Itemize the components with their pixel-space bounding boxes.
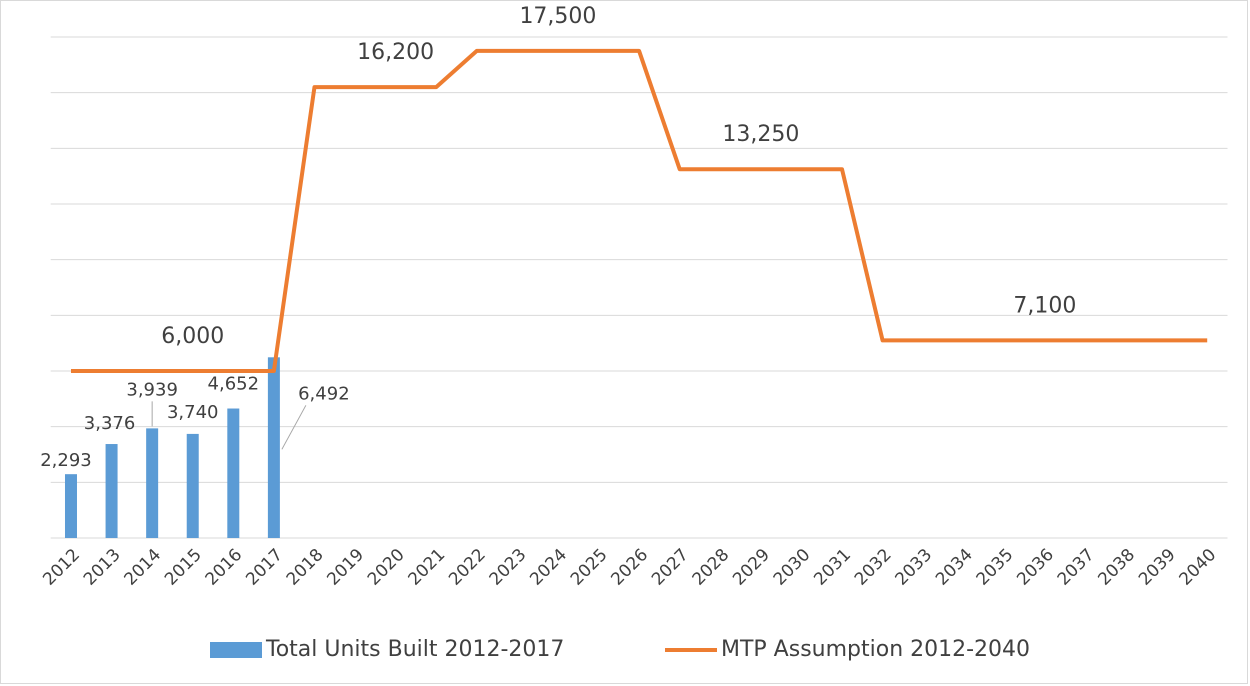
legend-label: Total Units Built 2012-2017 [265,637,564,662]
data-label: 3,376 [84,413,136,434]
data-label: 6,492 [298,383,350,404]
data-label: 3,939 [126,379,178,400]
bar [186,433,199,538]
bar [64,474,77,538]
data-label: 17,500 [519,4,596,29]
leader-line [281,405,307,450]
data-label: 2,293 [40,450,92,471]
bar [227,408,240,538]
data-label: 13,250 [722,122,799,147]
data-label: 3,740 [167,402,219,423]
data-label: 6,000 [161,324,224,349]
legend-swatch [210,642,262,658]
bar [105,444,118,538]
bar [267,357,280,538]
data-label: 7,100 [1013,293,1076,318]
bar [146,428,159,538]
line [70,48,1208,373]
legend-label: MTP Assumption 2012-2040 [721,637,1030,662]
data-label: 4,652 [208,374,260,395]
data-label: 16,200 [357,40,434,65]
